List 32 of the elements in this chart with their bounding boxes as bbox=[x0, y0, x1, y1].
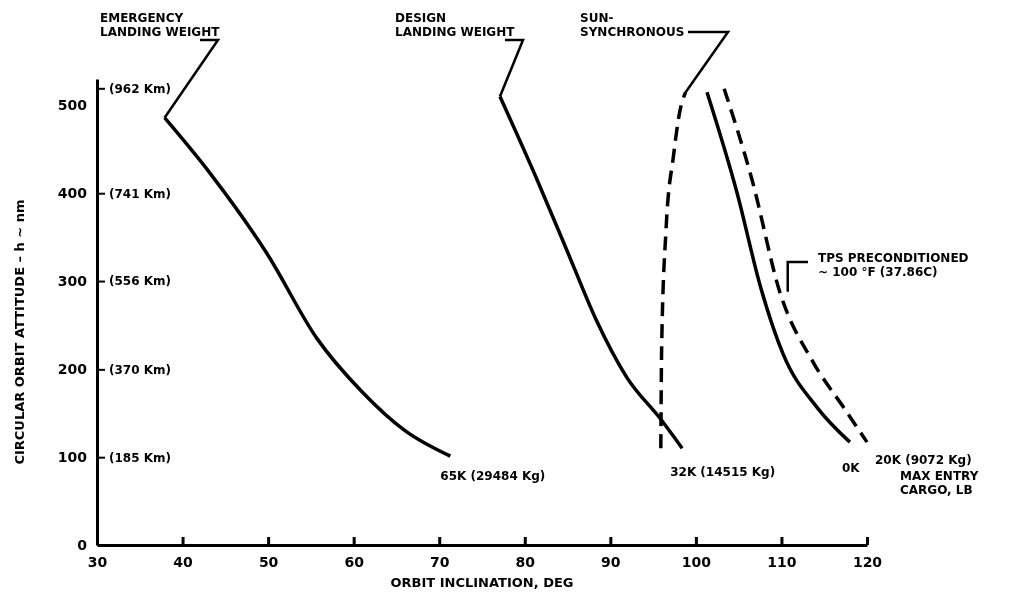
x-tick-label: 40 bbox=[173, 553, 194, 570]
series-label: 65K (29484 Kg) bbox=[440, 469, 546, 484]
y-tick-label: 100 bbox=[57, 449, 88, 466]
y-tick-label: 500 bbox=[57, 97, 88, 114]
y2-tick-label: (556 Km) bbox=[109, 274, 171, 289]
y2-tick-label: (962 Km) bbox=[109, 81, 171, 96]
series-label: 0K bbox=[841, 461, 861, 476]
annotation: EMERGENCY LANDING WEIGHT bbox=[100, 11, 221, 40]
text: MAX ENTRY CARGO, LB bbox=[900, 469, 979, 498]
x-tick-label: 30 bbox=[87, 553, 108, 570]
x-tick-label: 60 bbox=[344, 553, 365, 570]
x-tick-label: 70 bbox=[429, 553, 450, 570]
x-tick-label: 90 bbox=[601, 553, 621, 570]
x-tick-label: 100 bbox=[681, 553, 712, 570]
annotation: TPS PRECONDITIONED ~ 100 °F (37.86C) bbox=[818, 251, 969, 280]
y-tick-label: 300 bbox=[57, 273, 88, 290]
annotation: DESIGN LANDING WEIGHT bbox=[395, 11, 516, 40]
x-tick-label: 50 bbox=[258, 553, 279, 570]
series-label: 20K (9072 Kg) bbox=[875, 453, 972, 468]
x-tick-label: 80 bbox=[515, 553, 536, 570]
y-tick-label: 400 bbox=[57, 185, 88, 202]
x-tick-label: 110 bbox=[767, 553, 797, 570]
x-tick-label: 120 bbox=[852, 553, 883, 570]
series-label: 32K (14515 Kg) bbox=[670, 465, 776, 480]
x-axis-title: ORBIT INCLINATION, DEG bbox=[390, 575, 574, 590]
y2-tick-label: (370 Km) bbox=[109, 362, 171, 377]
y-tick-label: 0 bbox=[77, 536, 88, 553]
annotation: SUN- SYNCHRONOUS bbox=[580, 11, 685, 40]
y-axis-title: CIRCULAR ORBIT ATTITUDE – h ~ nm bbox=[12, 199, 27, 465]
y2-tick-label: (185 Km) bbox=[109, 450, 171, 465]
y-tick-label: 200 bbox=[57, 361, 88, 378]
y2-tick-label: (741 Km) bbox=[109, 186, 171, 201]
